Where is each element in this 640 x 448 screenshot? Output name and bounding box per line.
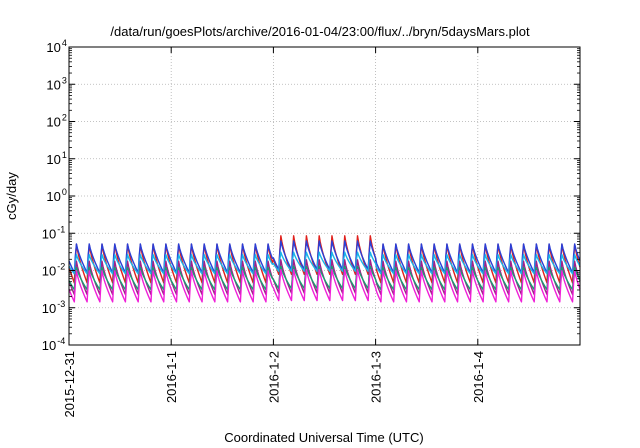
y-tick-label: 10-4 — [42, 336, 65, 353]
x-tick-label: 2016-1-1 — [164, 351, 179, 403]
series-line-2 — [68, 251, 581, 275]
chart-title: /data/run/goesPlots/archive/2016-01-04/2… — [110, 24, 530, 39]
series-line-1 — [68, 240, 581, 274]
x-tick-label: 2016-1-3 — [369, 351, 384, 403]
grid — [69, 47, 580, 345]
x-tick-label: 2015-12-31 — [62, 351, 77, 418]
x-axis-label: Coordinated Universal Time (UTC) — [224, 430, 423, 445]
y-tick-label: 10-3 — [42, 299, 65, 316]
y-tick-label: 10-2 — [42, 262, 65, 279]
x-tick-label: 2016-1-2 — [266, 351, 281, 403]
y-tick-label: 102 — [46, 113, 66, 130]
y-tick-label: 104 — [46, 38, 66, 55]
x-tick-label: 2016-1-4 — [471, 351, 486, 403]
y-axis-label: cGy/day — [4, 172, 19, 220]
x-axis-ticks: 2015-12-31 2016-1-1 2016-1-2 2016-1-3 2016-1… — [62, 47, 486, 418]
y-tick-label: 103 — [46, 75, 66, 92]
plot-lines — [68, 235, 581, 303]
y-tick-label: 101 — [46, 150, 66, 167]
y-axis-ticks: 10-4 10-3 10-2 10-1 100 101 102 103 104 — [42, 38, 580, 353]
series-line-5 — [68, 268, 581, 303]
series-line-4 — [68, 265, 581, 291]
y-tick-label: 100 — [46, 187, 66, 204]
y-tick-label: 10-1 — [42, 224, 65, 241]
